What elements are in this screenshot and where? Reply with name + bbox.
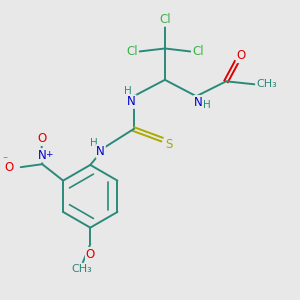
Text: ⁻: ⁻ <box>3 156 8 166</box>
Text: CH₃: CH₃ <box>71 263 92 274</box>
Text: H: H <box>203 100 211 110</box>
Text: O: O <box>86 248 95 261</box>
Text: CH₃: CH₃ <box>256 79 277 89</box>
Text: N: N <box>127 95 136 108</box>
Text: O: O <box>236 50 246 62</box>
Text: S: S <box>166 137 173 151</box>
Text: O: O <box>37 132 46 145</box>
Text: H: H <box>124 86 131 96</box>
Text: Cl: Cl <box>126 45 138 58</box>
Text: Cl: Cl <box>192 45 204 58</box>
Text: H: H <box>90 138 98 148</box>
Text: N: N <box>38 149 46 162</box>
Text: N: N <box>96 145 105 158</box>
Text: N: N <box>194 96 203 109</box>
Text: Cl: Cl <box>159 13 171 26</box>
Text: O: O <box>4 161 13 174</box>
Text: +: + <box>45 150 52 159</box>
